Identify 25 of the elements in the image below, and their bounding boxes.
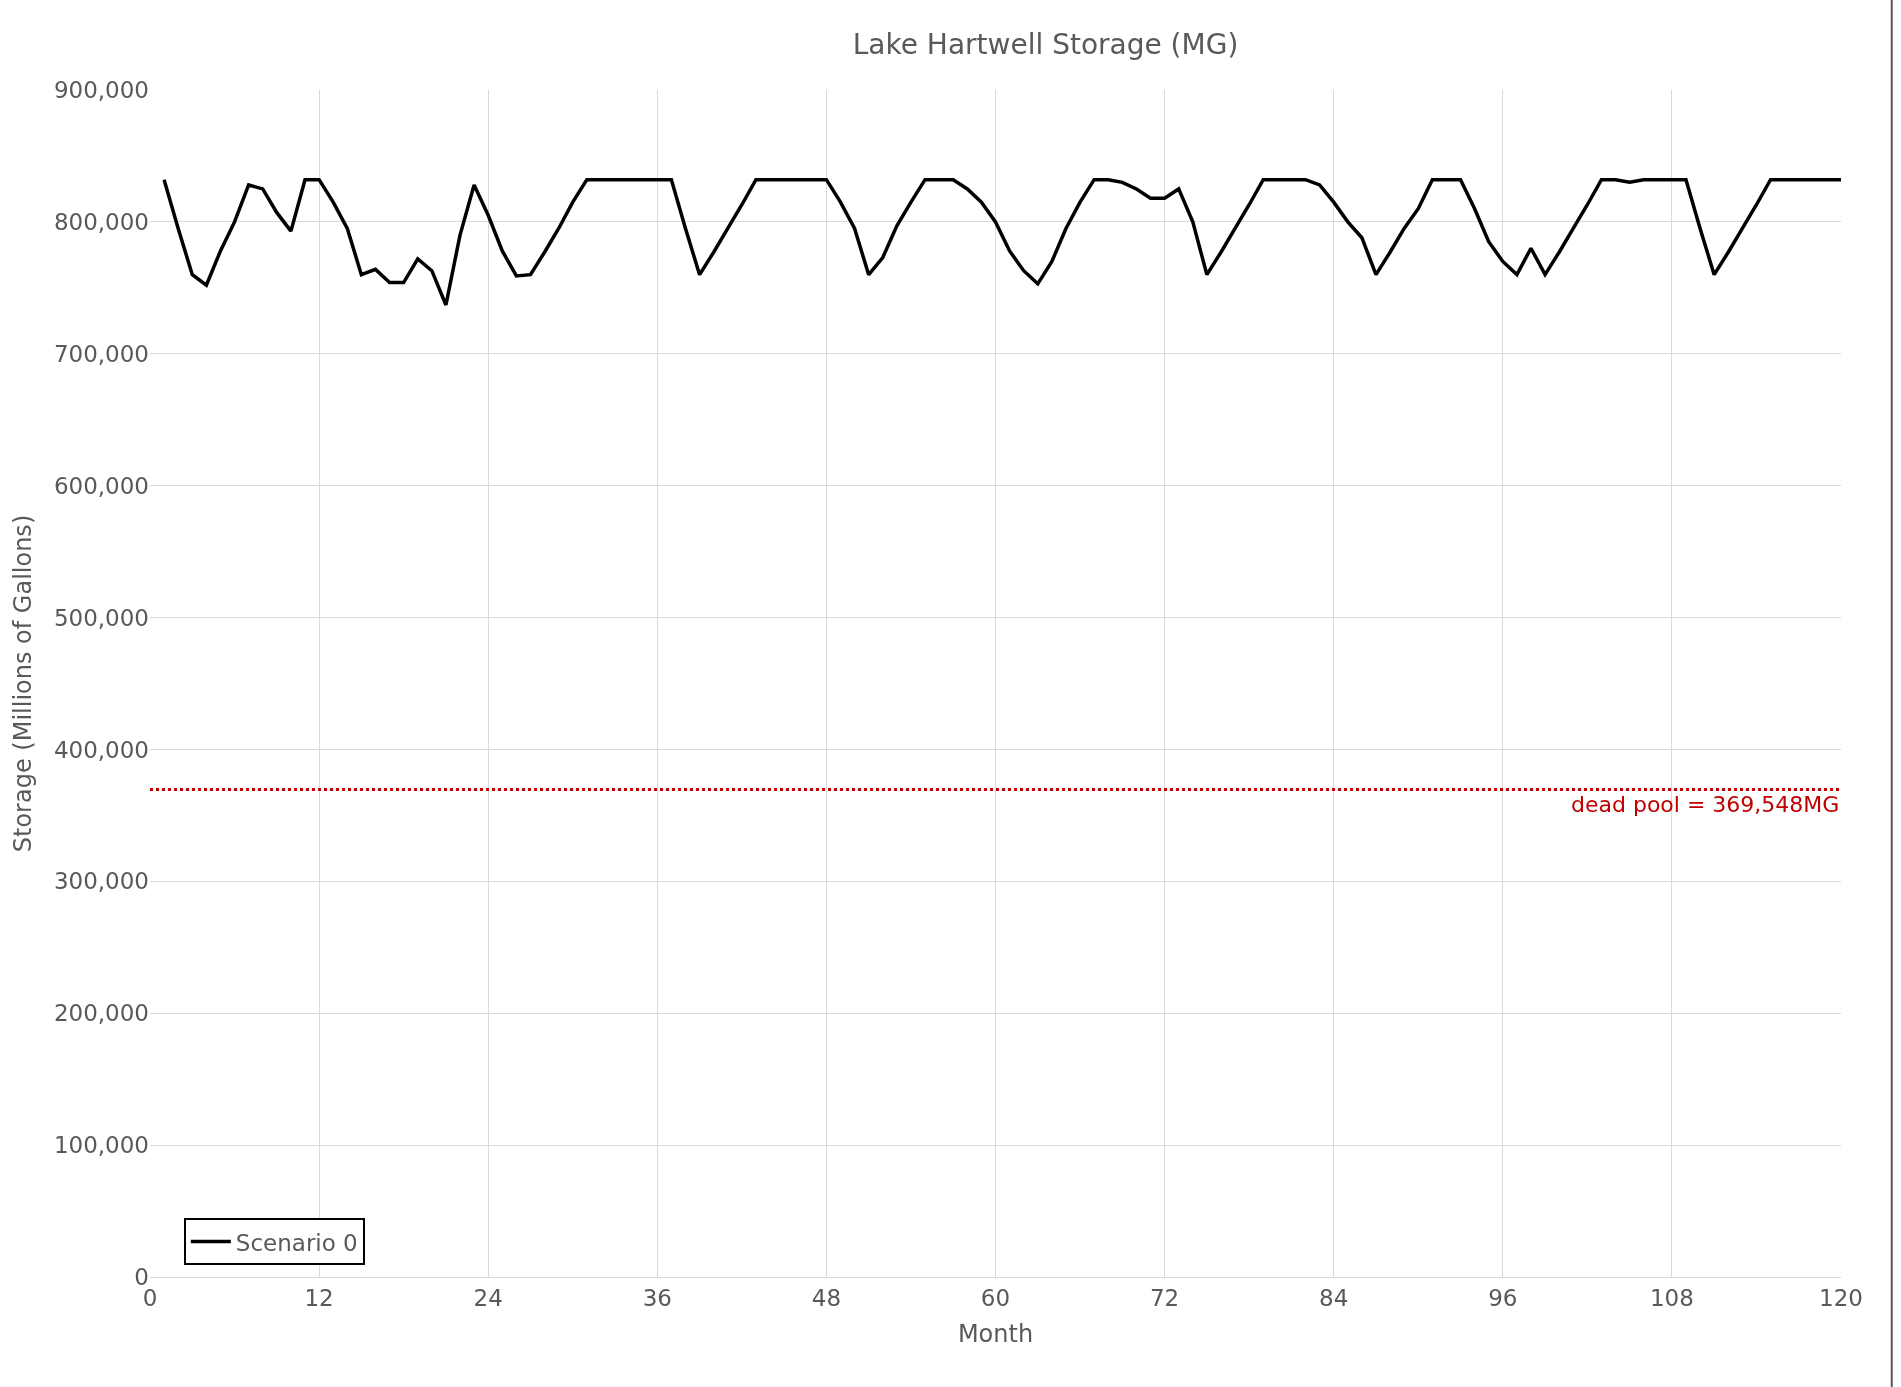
- y-tick-label: 300,000: [53, 868, 149, 895]
- y-tick-label: 200,000: [53, 1000, 149, 1027]
- y-tick-label: 100,000: [53, 1132, 149, 1159]
- x-tick-label: 120: [1819, 1284, 1863, 1311]
- x-tick-label: 72: [1149, 1284, 1180, 1311]
- x-tick-label: 96: [1488, 1284, 1518, 1311]
- ref-line-label: dead pool = 369,548MG: [1571, 792, 1840, 817]
- chart-title: Lake Hartwell Storage (MG): [852, 28, 1239, 62]
- y-tick-label: 400,000: [53, 736, 149, 763]
- x-tick-label: 108: [1649, 1284, 1694, 1311]
- legend-label: Scenario 0: [235, 1229, 358, 1256]
- x-tick-label: 48: [811, 1284, 842, 1311]
- y-tick-label: 700,000: [53, 340, 149, 367]
- x-tick-label: 12: [304, 1284, 334, 1311]
- x-tick-label: 36: [642, 1284, 672, 1311]
- line-series: [162, 177, 1841, 307]
- y-tick-label: 800,000: [53, 208, 149, 235]
- y-axis-title: Storage (Millions of Gallons): [8, 514, 37, 853]
- x-axis-title: Month: [957, 1319, 1034, 1348]
- x-tick-label: 24: [473, 1284, 503, 1311]
- y-tick-label: 500,000: [53, 604, 149, 631]
- x-tick-label: 60: [980, 1284, 1011, 1311]
- x-tick-label: 84: [1319, 1284, 1349, 1311]
- y-tick-label: 900,000: [53, 77, 149, 104]
- y-tick-label: 600,000: [53, 472, 149, 499]
